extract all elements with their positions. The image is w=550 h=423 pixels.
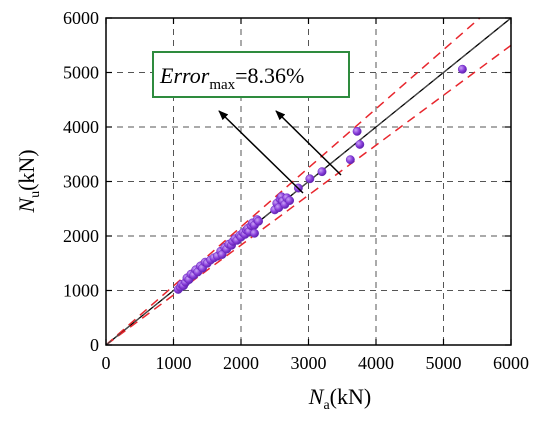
y-tick-labels: 0 1000 2000 3000 4000 5000 6000 (63, 8, 99, 355)
data-point (285, 196, 295, 206)
annotation-arrow-left (218, 110, 304, 194)
tick-marks (105, 17, 512, 346)
x-axis-label: Na(kN) (308, 384, 371, 413)
y-axis-label: Nu(kN) (14, 149, 43, 213)
y-tick-label: 0 (90, 335, 99, 355)
y-tick-label: 4000 (63, 117, 99, 137)
x-tick-label: 1000 (156, 353, 192, 373)
data-point (317, 167, 327, 177)
data-point (305, 174, 315, 184)
x-tick-label: 0 (102, 353, 111, 373)
y-tick-label: 6000 (63, 8, 99, 28)
y-tick-label: 1000 (63, 281, 99, 301)
data-point (250, 228, 259, 238)
data-point (352, 126, 362, 136)
reference-line (105, 44, 512, 346)
reference-line (105, 17, 512, 346)
data-point (355, 139, 365, 149)
x-tick-label: 2000 (223, 353, 259, 373)
annotation-arrow-right (275, 110, 342, 176)
y-tick-label: 2000 (63, 226, 99, 246)
x-tick-label: 6000 (493, 353, 529, 373)
x-tick-label: 4000 (358, 353, 394, 373)
error-annotation: Errormax=8.36% (152, 51, 350, 194)
x-tick-labels: 0 1000 2000 3000 4000 5000 6000 (102, 353, 530, 373)
y-tick-label: 3000 (63, 172, 99, 192)
x-tick-label: 5000 (426, 353, 462, 373)
data-point (345, 155, 355, 165)
reference-line (105, 17, 481, 346)
y-tick-label: 5000 (63, 63, 99, 83)
data-point (457, 64, 467, 74)
annotation-text: Errormax=8.36% (159, 63, 304, 93)
data-points (173, 64, 467, 294)
data-point (254, 216, 263, 226)
x-tick-label: 3000 (291, 353, 327, 373)
annotation-box (152, 51, 350, 98)
